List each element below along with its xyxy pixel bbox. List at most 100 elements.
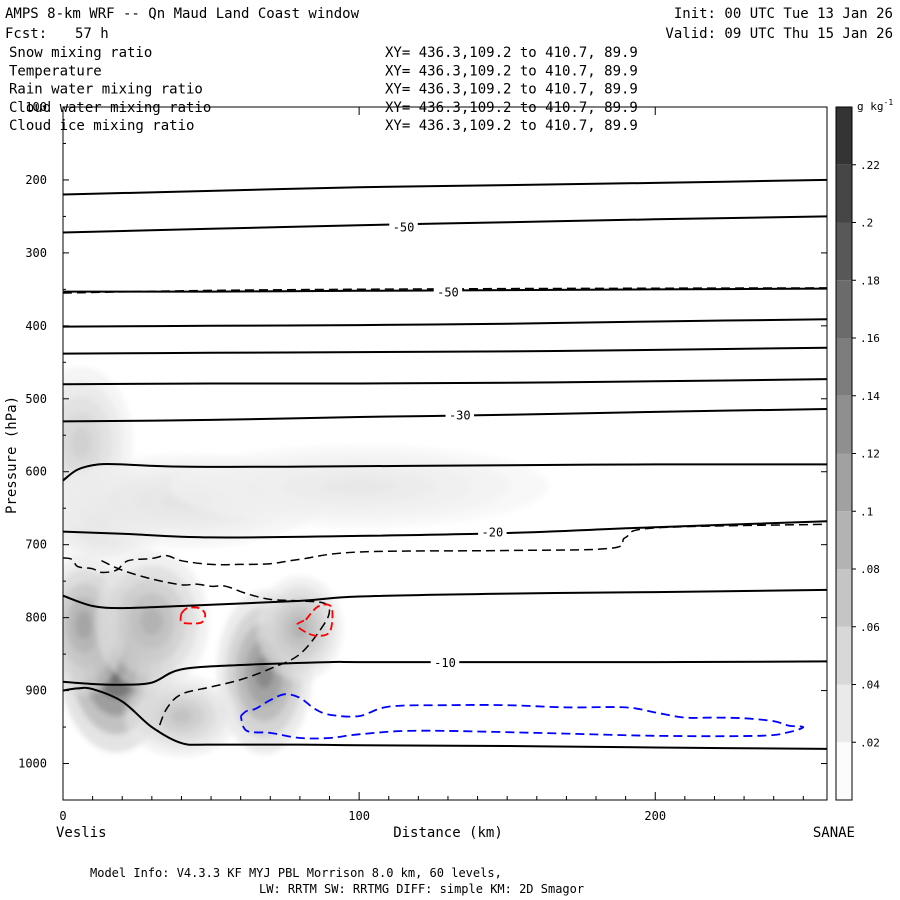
temperature-contour-label: -30 (449, 409, 471, 423)
snow-shade-level (321, 478, 398, 495)
model-info-line-1: Model Info: V4.3.3 KF MYJ PBL Morrison 8… (90, 866, 502, 880)
y-tick-label: 400 (25, 319, 47, 333)
legend-field-name: Temperature (9, 63, 102, 79)
y-tick-label: 300 (25, 246, 47, 260)
legend-field-name: Cloud ice mixing ratio (9, 118, 194, 134)
colorbar-label: .16 (860, 332, 880, 345)
colorbar-swatch (836, 107, 852, 165)
y-tick-label: 200 (25, 173, 47, 187)
y-axis-label: Pressure (hPa) (4, 396, 20, 514)
y-tick-label: 1000 (18, 757, 47, 771)
legend-field-xy: XY= 436.3,109.2 to 410.7, 89.9 (385, 82, 638, 98)
snow-mixing-contour (63, 523, 827, 574)
snow-shade-level (75, 610, 93, 639)
temperature-label-bg (445, 407, 475, 422)
x-axis-ticks: 0 100 200 (59, 107, 804, 823)
snow-shade-level (140, 607, 164, 636)
plot-area: -50 -50 -30 -20 -10 100 200 300 400 500 600 700 800… (4, 100, 855, 841)
colorbar-label: .2 (860, 217, 873, 230)
colorbar-label: .1 (860, 505, 873, 518)
x-axis-label: Distance (km) (393, 825, 503, 841)
x-tick-label: 200 (644, 809, 666, 823)
colorbar-swatch (836, 742, 852, 800)
y-tick-label: 500 (25, 392, 47, 406)
temperature-contour (63, 462, 827, 482)
temperature-contour-label: -10 (434, 656, 456, 670)
plot-frame (62, 106, 828, 801)
colorbar-swatch (836, 626, 852, 685)
temperature-contour (63, 686, 827, 750)
model-info: Model Info: V4.3.3 KF MYJ PBL Morrison 8… (90, 866, 584, 896)
field-legend: Snow mixing ratio XY= 436.3,109.2 to 410.… (9, 45, 638, 134)
valid-time: Valid: 09 UTC Thu 15 Jan 26 (665, 26, 893, 42)
colorbar-label: .04 (860, 679, 880, 692)
temperature-label-bg (478, 524, 507, 539)
temperature-contour-label: -50 (393, 220, 415, 234)
colorbar-swatch (836, 280, 852, 338)
colorbar-label: .06 (860, 621, 880, 634)
colorbar-unit-base: g kg (857, 100, 884, 113)
y-tick-label: 800 (25, 611, 47, 625)
colorbar-label: .12 (860, 448, 880, 461)
snow-mixing-contour (101, 560, 331, 731)
snow-shading (63, 366, 549, 757)
temperature-contour (63, 588, 827, 610)
temperature-contour (63, 318, 827, 328)
temperature-label-bg (433, 284, 463, 299)
temperature-contour (63, 660, 827, 686)
temperature-label-bg (430, 654, 460, 669)
temperature-contour (63, 346, 827, 355)
colorbar-unit: g kg-1 (857, 98, 893, 113)
legend-field-name: Cloud water mixing ratio (9, 100, 211, 116)
colorbar-swatch (836, 511, 852, 569)
legend-field-name: Rain water mixing ratio (9, 82, 203, 98)
x-tick-label: 0 (59, 809, 66, 823)
colorbar-unit-exponent: -1 (884, 98, 894, 107)
snow-shade-level (70, 427, 92, 458)
y-tick-label: 100 (25, 100, 47, 114)
cloud-water-contour (239, 693, 805, 740)
colorbar-label: .14 (860, 390, 880, 403)
temperature-contour (63, 178, 827, 196)
temperature-label-bg (389, 219, 418, 234)
legend-field-name: Snow mixing ratio (9, 45, 152, 61)
temperature-contour (63, 378, 827, 386)
colorbar-label: .08 (860, 563, 880, 576)
colorbar-swatch (836, 338, 852, 396)
temperature-contour-label: -50 (437, 285, 459, 299)
legend-field-xy: XY= 436.3,109.2 to 410.7, 89.9 (385, 118, 638, 134)
y-axis-ticks: 100 200 300 400 500 600 700 800 900 1000 (18, 100, 827, 801)
colorbar-label: .22 (860, 159, 880, 172)
colorbar-swatch (836, 164, 852, 223)
temperature-contour (63, 215, 827, 234)
temperature-contour (63, 520, 827, 539)
right-endpoint-label: SANAE (813, 825, 855, 841)
figure-header: AMPS 8-km WRF -- Qn Maud Land Coast wind… (5, 6, 893, 42)
forecast-hours: 57 h (75, 26, 109, 42)
temperature-contour (63, 408, 827, 423)
colorbar-swatch (836, 395, 852, 454)
legend-field-xy: XY= 436.3,109.2 to 410.7, 89.9 (385, 100, 638, 116)
colorbar-label: .18 (860, 274, 880, 287)
init-time: Init: 00 UTC Tue 13 Jan 26 (674, 6, 893, 22)
y-tick-label: 600 (25, 465, 47, 479)
colorbar-swatch (836, 222, 852, 281)
snow-shade-level (170, 707, 193, 725)
forecast-label: Fcst: (5, 26, 47, 42)
colorbar-swatch (836, 684, 852, 743)
colorbar-swatch (836, 569, 852, 627)
colorbar-label: .02 (860, 736, 880, 749)
temperature-contour-label: -20 (482, 525, 504, 539)
x-tick-label: 100 (348, 809, 370, 823)
figure-title: AMPS 8-km WRF -- Qn Maud Land Coast wind… (5, 6, 360, 22)
legend-field-xy: XY= 436.3,109.2 to 410.7, 89.9 (385, 45, 638, 61)
snow-shade-blob (94, 551, 209, 692)
model-info-line-2: LW: RRTM SW: RRTMG DIFF: simple KM: 2D S… (259, 882, 584, 896)
y-tick-label: 700 (25, 538, 47, 552)
colorbar-swatch (836, 453, 852, 512)
left-endpoint-label: Veslis (56, 825, 107, 841)
legend-field-xy: XY= 436.3,109.2 to 410.7, 89.9 (385, 63, 638, 79)
snow-shade-blob (169, 445, 549, 528)
contour-lines: -50 -50 -30 -20 -10 (63, 178, 827, 750)
